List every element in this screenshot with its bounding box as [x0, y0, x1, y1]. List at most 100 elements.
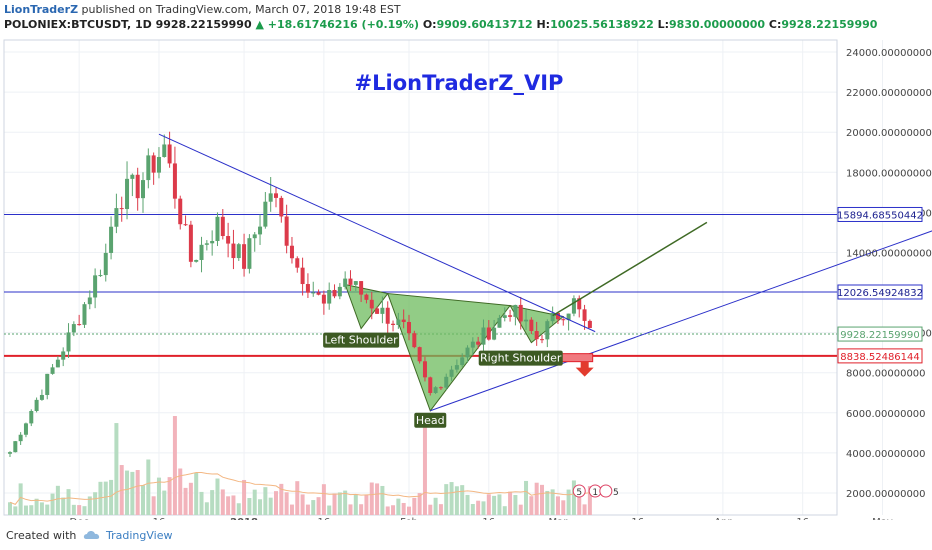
event-marker	[572, 484, 586, 498]
volume-bar	[146, 459, 151, 515]
low-value: 9830.00000000	[669, 18, 766, 31]
candle	[305, 284, 310, 293]
volume-bar	[513, 494, 518, 515]
candle	[444, 376, 449, 388]
volume-bar	[268, 497, 273, 515]
up-arrow-icon: ▲	[255, 18, 264, 31]
ohlc-line: POLONIEX:BTCUSDT, 1D 9928.22159990 ▲ +18…	[4, 18, 877, 31]
volume-bar	[502, 506, 507, 515]
x-tick-label: 2018	[230, 517, 258, 520]
candle	[369, 299, 374, 309]
candle	[577, 298, 582, 310]
candle	[50, 367, 55, 374]
candle	[194, 259, 199, 262]
pattern-labels: Left Shoulder Head Right Shoulder	[323, 332, 563, 428]
volume-bar	[332, 493, 337, 515]
publish-line: LionTraderZ published on TradingView.com…	[4, 3, 401, 16]
volume-bar	[199, 491, 204, 515]
volume-bar	[571, 480, 576, 515]
author-link[interactable]: LionTraderZ	[4, 3, 79, 16]
candle	[178, 198, 183, 225]
candle	[534, 331, 539, 340]
volume-bar	[486, 494, 491, 515]
candle	[167, 144, 172, 164]
candle	[252, 234, 257, 239]
tradingview-logo-icon[interactable]	[82, 527, 102, 543]
candle	[422, 361, 427, 378]
price-chart[interactable]: Left Shoulder Head Right Shoulder #LionTra…	[0, 34, 932, 520]
candle	[502, 315, 507, 318]
descending-trendline	[158, 133, 596, 333]
candle	[18, 434, 23, 442]
volume-bar	[566, 489, 571, 515]
candle	[82, 304, 87, 325]
volume-bar	[263, 487, 268, 515]
footer: Created with TradingView	[0, 520, 932, 550]
volume-bar	[61, 497, 66, 515]
volume-bar	[210, 490, 215, 515]
candle	[353, 281, 358, 285]
volume-bar	[98, 481, 103, 515]
candle	[279, 197, 284, 217]
candle	[61, 351, 66, 360]
volume-bar	[215, 478, 220, 515]
volume-bar	[23, 505, 28, 515]
candle	[375, 308, 380, 314]
price-tag-label: 15894.68550442	[837, 210, 923, 221]
candle	[210, 241, 215, 244]
head-area	[386, 292, 512, 412]
candle	[284, 216, 289, 246]
volume-bar	[39, 502, 44, 515]
low-label: L:	[657, 18, 670, 31]
candle	[316, 292, 321, 295]
volume-bar	[438, 504, 443, 515]
candle	[215, 216, 220, 242]
volume-bar	[343, 490, 348, 515]
price-tag	[837, 206, 923, 222]
volume-bar	[364, 494, 369, 515]
candle	[242, 244, 247, 269]
volume-bar	[29, 505, 34, 515]
x-tick-label: May	[872, 517, 893, 520]
candle	[103, 252, 108, 276]
volume-bar	[220, 489, 225, 515]
candle	[587, 320, 592, 329]
volume-bar	[470, 504, 475, 515]
grid	[4, 40, 883, 515]
candle	[45, 373, 50, 395]
y-tick-label: 20000.00000000	[846, 128, 932, 139]
volume-bar	[13, 506, 18, 515]
tradingview-link[interactable]: TradingView	[106, 529, 173, 542]
volume-bar	[380, 485, 385, 515]
volume-ma-line	[9, 471, 590, 505]
candle	[204, 243, 209, 245]
volume-bar	[284, 492, 289, 515]
volume-bar	[401, 502, 406, 515]
volume-bar	[337, 492, 342, 515]
x-tick-label: Feb	[400, 517, 418, 520]
candle	[454, 365, 459, 370]
volume-bar	[550, 489, 555, 515]
volume-bar	[289, 504, 294, 515]
volume-bar	[529, 496, 534, 515]
candle	[428, 377, 433, 394]
volume-bar	[305, 504, 310, 515]
volume-bar	[460, 485, 465, 515]
candle	[274, 193, 278, 198]
ascending-trendline	[430, 230, 932, 412]
event-marker-label: 5	[576, 488, 582, 498]
candle	[226, 236, 231, 244]
candle	[87, 297, 92, 305]
chart-title: #LionTraderZ_VIP	[355, 71, 564, 95]
candle	[125, 178, 130, 210]
candle	[359, 281, 364, 295]
volume-bar	[412, 497, 417, 515]
volume-bar	[561, 500, 566, 515]
volume-bar	[582, 504, 587, 515]
y-tick-label: 8000.00000000	[846, 369, 926, 380]
volume-bar	[524, 480, 529, 515]
close-label: C:	[768, 18, 782, 31]
pattern-label: Right Shoulder	[480, 352, 562, 365]
x-tick-label: 16	[318, 517, 331, 520]
volume-bar	[492, 495, 497, 515]
